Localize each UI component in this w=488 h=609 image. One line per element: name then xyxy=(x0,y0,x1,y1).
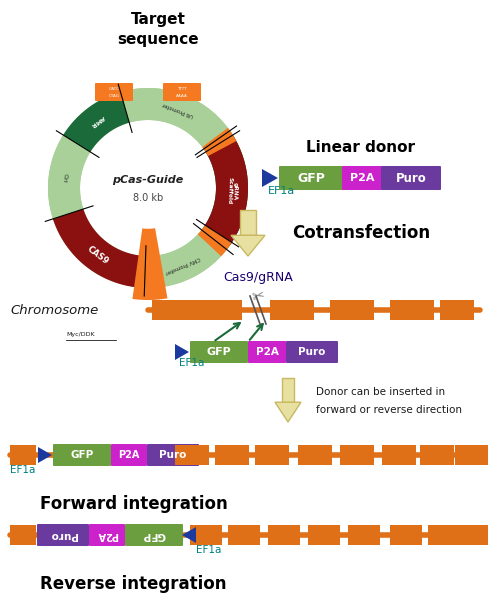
Text: GFP: GFP xyxy=(70,450,94,460)
Polygon shape xyxy=(198,225,232,256)
Text: GATC: GATC xyxy=(108,87,120,91)
Polygon shape xyxy=(231,235,265,256)
Text: Chromosome: Chromosome xyxy=(10,303,98,317)
Polygon shape xyxy=(53,209,145,288)
Bar xyxy=(420,445,454,465)
Bar xyxy=(340,445,374,465)
Text: Ori: Ori xyxy=(61,173,68,183)
Bar xyxy=(268,525,300,545)
FancyBboxPatch shape xyxy=(286,341,338,363)
FancyBboxPatch shape xyxy=(111,444,147,466)
Text: GFP: GFP xyxy=(206,347,231,357)
FancyBboxPatch shape xyxy=(381,166,441,190)
Polygon shape xyxy=(203,135,248,245)
Text: TTTT: TTTT xyxy=(177,87,187,91)
Polygon shape xyxy=(38,447,52,463)
Text: P2A: P2A xyxy=(256,347,279,357)
Text: sequence: sequence xyxy=(117,32,199,47)
Polygon shape xyxy=(175,344,189,360)
Bar xyxy=(228,525,260,545)
Text: ✂: ✂ xyxy=(250,287,266,304)
Text: EF1a: EF1a xyxy=(268,186,295,196)
Bar xyxy=(308,525,340,545)
Text: EF1a: EF1a xyxy=(10,465,35,475)
Text: Linear donor: Linear donor xyxy=(305,141,414,155)
FancyBboxPatch shape xyxy=(53,444,111,466)
Polygon shape xyxy=(203,128,236,156)
Text: P2A: P2A xyxy=(118,450,140,460)
Text: pCas-Guide: pCas-Guide xyxy=(112,175,183,185)
Text: Puro: Puro xyxy=(159,450,187,460)
Polygon shape xyxy=(202,131,248,250)
Bar xyxy=(390,525,422,545)
Text: EF1a: EF1a xyxy=(196,545,222,555)
Polygon shape xyxy=(144,230,227,288)
FancyBboxPatch shape xyxy=(163,83,201,101)
Text: AAAA: AAAA xyxy=(176,94,188,98)
Bar xyxy=(240,210,256,235)
Text: Reverse integration: Reverse integration xyxy=(40,575,226,593)
FancyBboxPatch shape xyxy=(190,341,248,363)
Polygon shape xyxy=(48,135,90,219)
Text: GFP: GFP xyxy=(297,172,325,185)
Bar xyxy=(440,300,474,320)
FancyBboxPatch shape xyxy=(279,166,343,190)
Text: AMR: AMR xyxy=(89,114,105,128)
Bar xyxy=(215,445,249,465)
Bar xyxy=(152,300,242,320)
Polygon shape xyxy=(262,169,278,187)
FancyBboxPatch shape xyxy=(147,444,199,466)
Text: CTAG: CTAG xyxy=(108,94,120,98)
Bar xyxy=(298,445,332,465)
Text: Target: Target xyxy=(131,12,185,27)
Text: Cas9/gRNA: Cas9/gRNA xyxy=(223,272,293,284)
Text: Puro: Puro xyxy=(49,530,77,540)
Text: Puro: Puro xyxy=(298,347,325,357)
Polygon shape xyxy=(121,88,233,152)
FancyBboxPatch shape xyxy=(37,524,89,546)
Bar xyxy=(282,378,294,402)
FancyBboxPatch shape xyxy=(125,524,183,546)
Text: EF1a: EF1a xyxy=(179,358,204,368)
Bar xyxy=(348,525,380,545)
Bar xyxy=(190,525,222,545)
Bar xyxy=(282,378,294,402)
Text: P2A: P2A xyxy=(96,530,118,540)
FancyBboxPatch shape xyxy=(342,166,382,190)
Polygon shape xyxy=(275,402,301,422)
Bar xyxy=(382,445,416,465)
Text: Myc/DDK: Myc/DDK xyxy=(66,332,95,337)
Bar xyxy=(175,445,209,465)
Polygon shape xyxy=(63,92,129,152)
Text: Donor can be inserted in: Donor can be inserted in xyxy=(316,387,445,397)
Text: U6 Promoter: U6 Promoter xyxy=(162,101,194,118)
Bar xyxy=(455,445,488,465)
Bar xyxy=(10,445,36,465)
Bar xyxy=(240,210,256,235)
Text: CMV Promoter: CMV Promoter xyxy=(164,255,201,275)
Text: GFP: GFP xyxy=(142,530,165,540)
Text: Forward integration: Forward integration xyxy=(40,495,228,513)
Polygon shape xyxy=(182,527,196,543)
Text: Puro: Puro xyxy=(396,172,427,185)
FancyBboxPatch shape xyxy=(95,83,133,101)
Bar xyxy=(330,300,374,320)
Bar xyxy=(390,300,434,320)
Text: Cotransfection: Cotransfection xyxy=(292,224,430,242)
Bar xyxy=(460,525,488,545)
Text: CAS9: CAS9 xyxy=(85,244,110,266)
Polygon shape xyxy=(132,228,167,300)
Bar xyxy=(10,525,36,545)
FancyBboxPatch shape xyxy=(89,524,125,546)
Polygon shape xyxy=(48,88,248,288)
Text: forward or reverse direction: forward or reverse direction xyxy=(316,405,462,415)
Bar xyxy=(255,445,289,465)
FancyBboxPatch shape xyxy=(248,341,286,363)
Text: P2A: P2A xyxy=(350,173,374,183)
Text: gRNA
Scaffold: gRNA Scaffold xyxy=(226,177,238,205)
Bar xyxy=(428,525,460,545)
Text: 8.0 kb: 8.0 kb xyxy=(133,193,163,203)
Bar xyxy=(270,300,314,320)
